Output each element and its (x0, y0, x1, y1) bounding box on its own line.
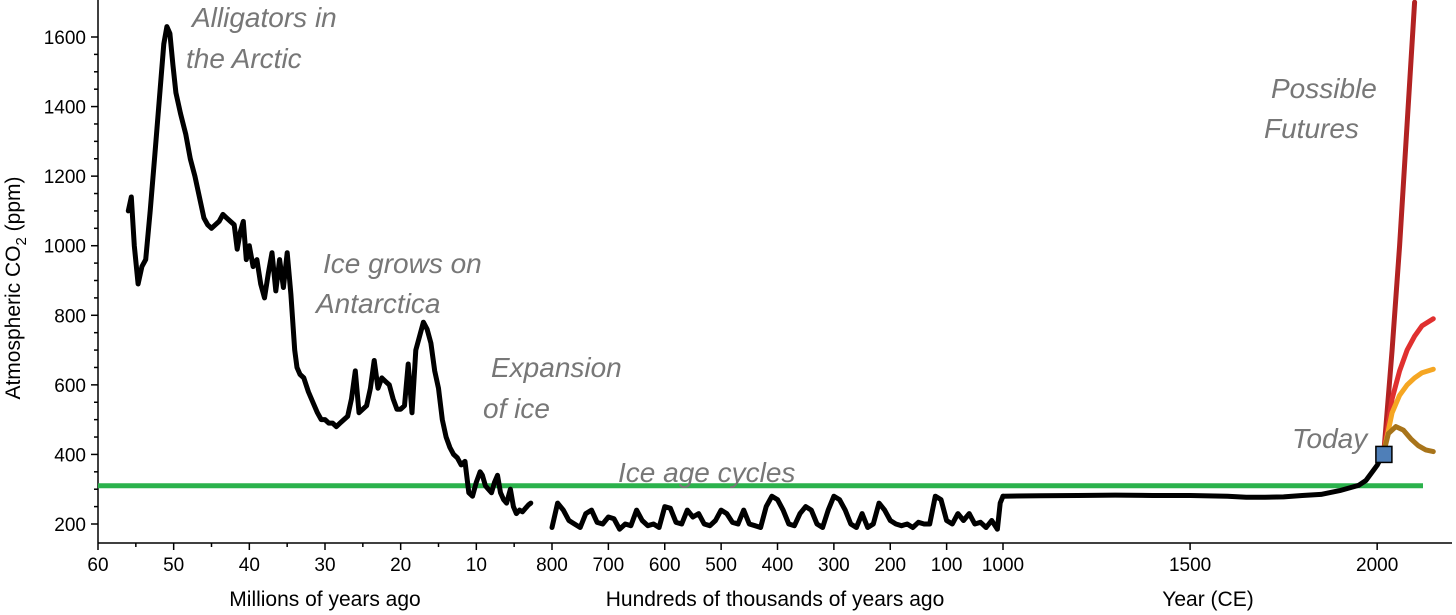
y-tick-label: 1200 (44, 167, 86, 188)
y-tick-label: 800 (54, 306, 86, 327)
annotation-ice-grows-line1: Ice grows on (323, 248, 482, 279)
annotation-today: Today (1292, 423, 1369, 454)
y-axis-label-main: Atmospheric CO (2, 245, 25, 399)
x-tick-label: 50 (163, 555, 184, 576)
x-tick-label: 1500 (1169, 555, 1211, 576)
x-tick-label: 200 (874, 555, 906, 576)
future-scenario-line-1 (1381, 0, 1418, 455)
y-tick-label: 1000 (44, 237, 86, 258)
y-tick-label: 200 (54, 515, 86, 536)
x-tick-label: 800 (536, 555, 568, 576)
y-axis-label-subscript: 2 (13, 237, 30, 245)
x-tick-label: 600 (649, 555, 681, 576)
y-tick-label: 1600 (44, 28, 86, 49)
y-tick-label: 600 (54, 376, 86, 397)
x-tick-label: 500 (705, 555, 737, 576)
y-axis-label-unit: (ppm) (2, 176, 25, 237)
annotation-alligators-line1: Alligators in (190, 2, 337, 33)
annotation-expansion-line2: of ice (483, 393, 550, 424)
marker-layer (1375, 445, 1393, 464)
annotation-ice-age-cycles: Ice age cycles (618, 457, 795, 488)
annotation-possible-futures-line2: Futures (1264, 113, 1359, 144)
x-tick-label: 100 (931, 555, 963, 576)
x-tick-label: 40 (239, 555, 260, 576)
x-tick-label: 300 (818, 555, 850, 576)
y-tick-label: 400 (54, 445, 86, 466)
co2-series-line-CE (1000, 449, 1387, 500)
y-tick-label: 1400 (44, 98, 86, 119)
x-tick-label: 60 (87, 555, 108, 576)
co2-series-line-ka (549, 493, 1006, 532)
future-scenario-line-4 (1381, 424, 1436, 455)
x-tick-label: 700 (593, 555, 625, 576)
x-tick-label: 2000 (1356, 555, 1398, 576)
future-scenario-line-2 (1381, 316, 1436, 455)
axes: 200 400 600 800 1000 1200 1400 1600 60 50 40 30 20 10… (44, 0, 1452, 576)
today-marker (1375, 445, 1393, 464)
x-axis-label-hundreds-thousands: Hundreds of thousands of years ago (606, 588, 945, 611)
annotation-alligators-line2: the Arctic (186, 43, 302, 74)
x-axis-label-millions: Millions of years ago (229, 588, 420, 611)
co2-series-line-Ma (125, 24, 534, 517)
annotation-expansion-line1: Expansion (491, 352, 622, 383)
annotation-possible-futures-line1: Possible (1271, 73, 1377, 104)
annotation-ice-grows-line2: Antarctica (314, 288, 441, 319)
x-axis-label-year-ce: Year (CE) (1162, 588, 1253, 611)
x-tick-label: 30 (314, 555, 335, 576)
future-scenario-line-3 (1381, 366, 1436, 455)
x-tick-label: 20 (390, 555, 411, 576)
x-tick-label: 400 (762, 555, 794, 576)
x-tick-label: 1000 (982, 555, 1024, 576)
y-axis-label: Atmospheric CO2 (ppm) (2, 176, 30, 399)
series-layer (125, 0, 1436, 532)
x-tick-label: 10 (466, 555, 487, 576)
